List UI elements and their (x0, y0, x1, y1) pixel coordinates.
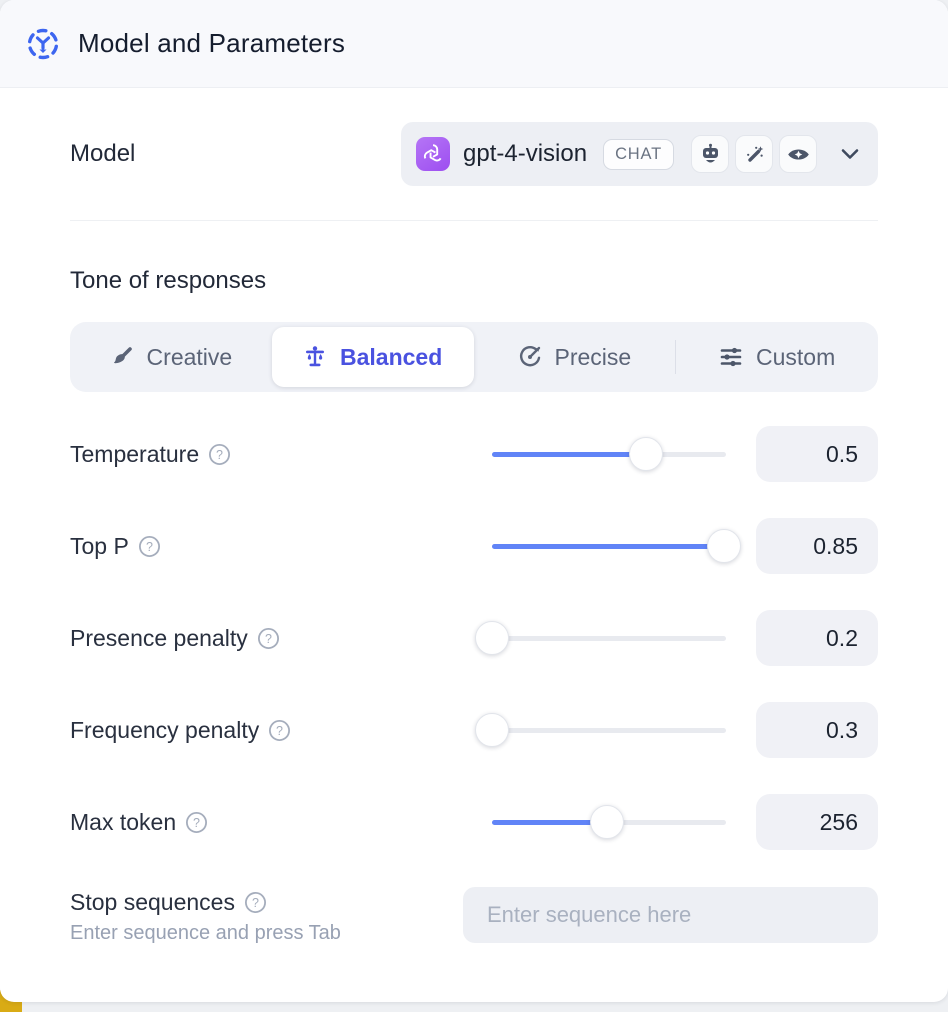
help-icon[interactable]: ? (185, 811, 208, 834)
top-p-slider[interactable] (492, 528, 741, 564)
slider-thumb[interactable] (475, 713, 509, 747)
frequency-penalty-value[interactable]: 0.3 (756, 702, 878, 758)
robot-icon (691, 135, 729, 173)
chevron-down-icon (840, 148, 860, 160)
paintbrush-icon (110, 345, 134, 369)
temperature-slider[interactable] (492, 436, 726, 472)
tone-option-creative[interactable]: Creative (70, 322, 272, 392)
model-label: Model (70, 140, 136, 167)
help-icon[interactable]: ? (208, 443, 231, 466)
tone-option-label: Precise (554, 343, 632, 370)
param-row-frequency-penalty: Frequency penalty ? 0.3 (70, 702, 878, 758)
section-divider (70, 220, 878, 221)
temperature-value[interactable]: 0.5 (756, 426, 878, 482)
max-token-slider[interactable] (492, 804, 726, 840)
stop-sequences-helper: Enter sequence and press Tab (70, 922, 341, 944)
param-row-top-p: Top P ? 0.85 (70, 518, 878, 574)
tone-option-balanced[interactable]: Balanced (271, 327, 474, 387)
frequency-penalty-slider[interactable] (475, 712, 726, 748)
model-row: Model gpt-4-vision CHAT (70, 122, 878, 186)
model-type-badge: CHAT (603, 138, 674, 170)
top-p-value[interactable]: 0.85 (756, 518, 878, 574)
svg-text:?: ? (276, 724, 283, 738)
param-row-presence-penalty: Presence penalty ? 0.2 (70, 610, 878, 666)
svg-text:?: ? (146, 540, 153, 554)
presence-penalty-value[interactable]: 0.2 (756, 610, 878, 666)
model-select-dropdown[interactable]: gpt-4-vision CHAT (401, 122, 878, 186)
tone-option-label: Balanced (339, 343, 443, 370)
wand-sparkles-icon (735, 135, 773, 173)
max-token-value[interactable]: 256 (756, 794, 878, 850)
svg-text:?: ? (216, 448, 223, 462)
tone-option-label: Creative (146, 343, 233, 370)
tone-segmented-control: Creative Balanced (70, 322, 878, 392)
param-label: Temperature (70, 440, 200, 467)
help-icon[interactable]: ? (268, 719, 291, 742)
slider-thumb[interactable] (589, 805, 624, 839)
svg-text:?: ? (265, 632, 272, 646)
scales-icon (303, 345, 327, 369)
selected-model-name: gpt-4-vision (463, 140, 588, 167)
vision-eye-icon (779, 135, 817, 173)
param-label: Max token (70, 808, 177, 835)
help-icon[interactable]: ? (257, 627, 280, 650)
panel-header: Model and Parameters (0, 0, 948, 88)
slider-thumb[interactable] (629, 437, 664, 471)
panel-title: Model and Parameters (78, 28, 346, 58)
presence-penalty-slider[interactable] (475, 620, 726, 656)
slider-thumb[interactable] (475, 621, 509, 655)
segment-divider (675, 340, 677, 374)
openai-logo-icon (416, 137, 451, 171)
help-icon[interactable]: ? (138, 535, 161, 558)
tone-option-precise[interactable]: Precise (474, 322, 676, 392)
tone-option-label: Custom (756, 343, 836, 370)
tone-option-custom[interactable]: Custom (676, 322, 878, 392)
help-icon[interactable]: ? (244, 891, 267, 914)
target-icon (518, 345, 542, 369)
svg-text:?: ? (193, 816, 200, 830)
param-label: Top P (70, 532, 129, 559)
stop-sequence-input[interactable] (463, 887, 878, 943)
stop-sequences-row: Stop sequences ? Enter sequence and pres… (70, 887, 878, 945)
param-label: Frequency penalty (70, 716, 260, 743)
tone-heading: Tone of responses (70, 267, 267, 294)
param-row-temperature: Temperature ? 0.5 (70, 426, 878, 482)
slider-thumb[interactable] (706, 529, 741, 563)
param-label: Presence penalty (70, 624, 248, 651)
sliders-icon (719, 345, 743, 369)
param-row-max-token: Max token ? 256 (70, 794, 878, 850)
svg-text:?: ? (252, 896, 259, 910)
stop-sequences-label: Stop sequences (70, 889, 235, 915)
model-node-icon (24, 25, 62, 63)
